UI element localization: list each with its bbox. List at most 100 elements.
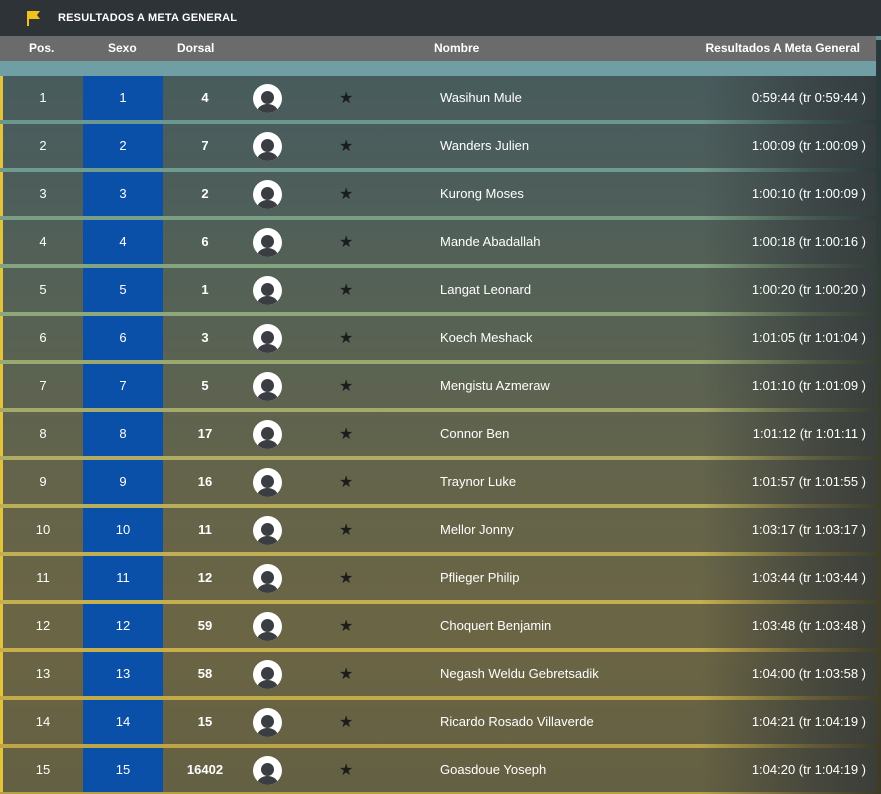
row-sex-rank: 1 — [83, 76, 163, 120]
row-position: 9 — [39, 474, 47, 489]
col-header-sexo[interactable]: Sexo — [108, 41, 137, 55]
table-row[interactable]: 5 5 1 ★ Langat Leonard 1:00:20 (tr 1:00:20 ) — [0, 268, 876, 312]
table-row[interactable]: 4 4 6 ★ Mande Abadallah 1:00:18 (tr 1:00:16 ) — [0, 220, 876, 264]
row-sex-rank: 9 — [83, 460, 163, 504]
favorite-star-icon[interactable]: ★ — [339, 426, 354, 443]
favorite-star-icon[interactable]: ★ — [339, 330, 354, 347]
col-header-dorsal[interactable]: Dorsal — [177, 41, 215, 55]
table-row[interactable]: 14 14 15 ★ Ricardo Rosado Villaverde 1:04:21 … — [0, 700, 876, 744]
avatar-icon[interactable] — [253, 708, 282, 737]
row-position: 15 — [35, 762, 51, 777]
row-athlete-name[interactable]: Kurong Moses — [440, 186, 524, 201]
row-result-time: 1:04:21 (tr 1:04:19 ) — [751, 714, 866, 729]
row-athlete-name[interactable]: Mande Abadallah — [440, 234, 541, 249]
row-position: 5 — [39, 282, 47, 297]
avatar-icon[interactable] — [253, 564, 282, 593]
favorite-star-icon[interactable]: ★ — [339, 282, 354, 299]
row-athlete-name[interactable]: Mengistu Azmeraw — [440, 378, 550, 393]
row-athlete-name[interactable]: Choquert Benjamin — [440, 618, 552, 633]
row-athlete-name[interactable]: Ricardo Rosado Villaverde — [440, 714, 594, 729]
favorite-star-icon[interactable]: ★ — [339, 570, 354, 587]
row-athlete-name[interactable]: Wanders Julien — [440, 138, 530, 153]
favorite-star-icon[interactable]: ★ — [339, 762, 354, 779]
row-bib-number: 2 — [201, 186, 209, 201]
favorite-star-icon[interactable]: ★ — [339, 186, 354, 203]
avatar-icon[interactable] — [253, 276, 282, 305]
favorite-star-icon[interactable]: ★ — [339, 666, 354, 683]
table-row[interactable]: 15 15 16402 ★ Goasdoue Yoseph 1:04:20 (tr 1:0… — [0, 748, 876, 792]
row-athlete-name[interactable]: Traynor Luke — [440, 474, 517, 489]
table-row[interactable]: 7 7 5 ★ Mengistu Azmeraw 1:01:10 (tr 1:01:09 … — [0, 364, 876, 408]
avatar-icon[interactable] — [253, 660, 282, 689]
row-sex-rank: 8 — [83, 412, 163, 456]
avatar-icon[interactable] — [253, 756, 282, 785]
table-row[interactable]: 3 3 2 ★ Kurong Moses 1:00:10 (tr 1:00:09 ) — [0, 172, 876, 216]
row-position: 13 — [35, 666, 51, 681]
avatar-icon[interactable] — [253, 228, 282, 257]
table-row[interactable]: 13 13 58 ★ Negash Weldu Gebretsadik 1:04:00 (… — [0, 652, 876, 696]
row-athlete-name[interactable]: Connor Ben — [440, 426, 510, 441]
table-row[interactable]: 8 8 17 ★ Connor Ben 1:01:12 (tr 1:01:11 ) — [0, 412, 876, 456]
row-athlete-name[interactable]: Koech Meshack — [440, 330, 533, 345]
row-athlete-name[interactable]: Langat Leonard — [440, 282, 532, 297]
row-sex-rank: 11 — [83, 556, 163, 600]
row-athlete-name[interactable]: Wasihun Mule — [440, 90, 522, 105]
row-result-time: 1:01:57 (tr 1:01:55 ) — [751, 474, 866, 489]
row-sex-rank: 13 — [83, 652, 163, 696]
favorite-star-icon[interactable]: ★ — [339, 378, 354, 395]
favorite-star-icon[interactable]: ★ — [339, 474, 354, 491]
favorite-star-icon[interactable]: ★ — [339, 138, 354, 155]
table-row[interactable]: 12 12 59 ★ Choquert Benjamin 1:03:48 (tr 1:03… — [0, 604, 876, 648]
avatar-icon[interactable] — [253, 468, 282, 497]
favorite-star-icon[interactable]: ★ — [339, 714, 354, 731]
row-athlete-name[interactable]: Negash Weldu Gebretsadik — [440, 666, 599, 681]
row-position: 6 — [39, 330, 47, 345]
row-position: 10 — [35, 522, 51, 537]
col-header-nombre[interactable]: Nombre — [434, 41, 480, 55]
avatar-icon[interactable] — [253, 420, 282, 449]
header-separator — [0, 61, 876, 76]
row-position: 7 — [39, 378, 47, 393]
row-athlete-name[interactable]: Mellor Jonny — [440, 522, 514, 537]
row-sex-rank: 6 — [83, 316, 163, 360]
avatar-icon[interactable] — [253, 132, 282, 161]
avatar-icon[interactable] — [253, 324, 282, 353]
row-result-time: 1:00:09 (tr 1:00:09 ) — [751, 138, 866, 153]
table-row[interactable]: 11 11 12 ★ Pflieger Philip 1:03:44 (tr 1:03:4… — [0, 556, 876, 600]
avatar-icon[interactable] — [253, 372, 282, 401]
col-header-resultados[interactable]: Resultados A Meta General — [705, 41, 861, 55]
row-athlete-name[interactable]: Pflieger Philip — [440, 570, 520, 585]
row-sex-rank: 3 — [83, 172, 163, 216]
favorite-star-icon[interactable]: ★ — [339, 618, 354, 635]
table-row[interactable]: 9 9 16 ★ Traynor Luke 1:01:57 (tr 1:01:55 ) — [0, 460, 876, 504]
table-row[interactable]: 1 1 4 ★ Wasihun Mule 0:59:44 (tr 0:59:44 ) — [0, 76, 876, 120]
avatar-icon[interactable] — [253, 84, 282, 113]
row-position: 8 — [39, 426, 47, 441]
flag-icon — [27, 11, 40, 26]
col-header-pos[interactable]: Pos. — [29, 41, 55, 55]
row-bib-number: 16 — [197, 474, 213, 489]
table-row[interactable]: 10 10 11 ★ Mellor Jonny 1:03:17 (tr 1:03:17 ) — [0, 508, 876, 552]
row-bib-number: 12 — [197, 570, 213, 585]
avatar-icon[interactable] — [253, 180, 282, 209]
row-result-time: 1:01:05 (tr 1:01:04 ) — [751, 330, 866, 345]
avatar-icon[interactable] — [253, 612, 282, 641]
row-bib-number: 1 — [201, 282, 209, 297]
row-position: 12 — [35, 618, 51, 633]
table-row[interactable]: 6 6 3 ★ Koech Meshack 1:01:05 (tr 1:01:04 ) — [0, 316, 876, 360]
favorite-star-icon[interactable]: ★ — [339, 90, 354, 107]
table-row[interactable]: 2 2 7 ★ Wanders Julien 1:00:09 (tr 1:00:09 ) — [0, 124, 876, 168]
row-position: 1 — [39, 90, 47, 105]
row-athlete-name[interactable]: Goasdoue Yoseph — [440, 762, 547, 777]
favorite-star-icon[interactable]: ★ — [339, 234, 354, 251]
row-result-time: 1:03:44 (tr 1:03:44 ) — [751, 570, 866, 585]
row-result-time: 1:04:00 (tr 1:03:58 ) — [751, 666, 866, 681]
favorite-star-icon[interactable]: ★ — [339, 522, 354, 539]
row-bib-number: 15 — [197, 714, 213, 729]
row-result-time: 1:03:48 (tr 1:03:48 ) — [751, 618, 866, 633]
row-sex-rank: 15 — [83, 748, 163, 792]
row-bib-number: 5 — [201, 378, 209, 393]
row-bib-number: 16402 — [186, 762, 224, 777]
avatar-icon[interactable] — [253, 516, 282, 545]
row-position: 14 — [35, 714, 51, 729]
